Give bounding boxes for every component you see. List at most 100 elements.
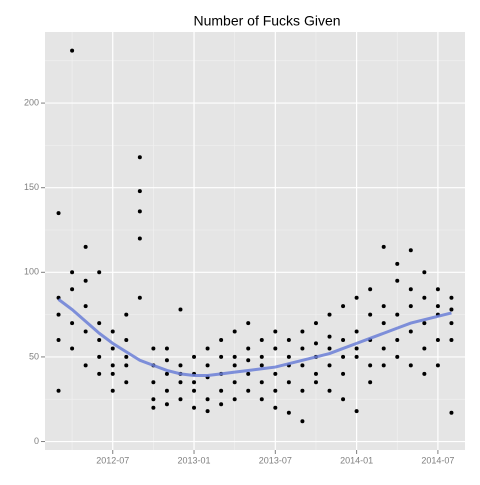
point [219,354,224,359]
point [56,312,61,317]
point [232,329,237,334]
point [110,363,115,368]
x-tick-label: 2012-07 [96,455,129,465]
point [232,397,237,402]
x-tick-label: 2013-01 [178,455,211,465]
point [354,329,359,334]
point [97,270,102,275]
point [286,410,291,415]
point [259,397,264,402]
point [192,405,197,410]
point [56,211,61,216]
point [341,371,346,376]
point [83,278,88,283]
point [205,409,210,414]
point [273,371,278,376]
point [300,329,305,334]
point [381,346,386,351]
point [395,312,400,317]
point [246,321,251,326]
point [395,278,400,283]
point [313,371,318,376]
point [259,380,264,385]
point [124,312,129,317]
point [368,380,373,385]
point [97,321,102,326]
point [300,346,305,351]
point [422,346,427,351]
point [70,287,75,292]
point [70,270,75,275]
point [368,312,373,317]
point [137,189,142,194]
y-tick-label: 50 [29,351,39,361]
point [124,338,129,342]
point [232,354,237,359]
point [327,312,332,317]
point [408,363,413,368]
point [435,304,440,309]
point [137,236,142,241]
point [422,295,427,300]
point [422,321,427,326]
point [273,405,278,410]
point [70,321,75,326]
panel [45,32,465,450]
point [164,388,169,393]
point [381,304,386,309]
point [137,295,142,300]
point [408,287,413,292]
point [273,329,278,334]
point [408,304,413,309]
point [354,354,359,359]
point [327,363,332,368]
point [259,338,264,342]
point [137,209,142,214]
point [164,371,169,376]
point [205,363,210,368]
point [273,346,278,351]
point [178,307,183,312]
point [70,346,75,351]
point [56,338,61,342]
point [151,380,156,385]
x-tick-label: 2014-01 [340,455,373,465]
point [192,388,197,393]
point [435,287,440,292]
point [395,338,400,342]
point [313,341,318,346]
point [408,248,413,253]
y-tick-label: 150 [24,182,39,192]
x-tick-label: 2013-07 [259,455,292,465]
point [286,380,291,385]
point [151,405,156,410]
point [232,380,237,385]
point [449,295,454,300]
point [341,354,346,359]
point [300,419,305,424]
point [219,388,224,393]
point [192,354,197,359]
point [164,402,169,407]
point [300,388,305,393]
point [70,48,75,53]
point [449,321,454,326]
point [110,371,115,376]
point [354,409,359,414]
point [449,410,454,415]
point [422,270,427,275]
point [395,261,400,266]
point [273,388,278,393]
point [124,354,129,359]
point [192,380,197,385]
y-tick-label: 0 [34,436,39,446]
point [110,388,115,393]
y-tick-label: 200 [24,97,39,107]
point [435,363,440,368]
point [151,346,156,351]
point [327,334,332,339]
point [313,321,318,326]
point [341,338,346,342]
point [395,354,400,359]
